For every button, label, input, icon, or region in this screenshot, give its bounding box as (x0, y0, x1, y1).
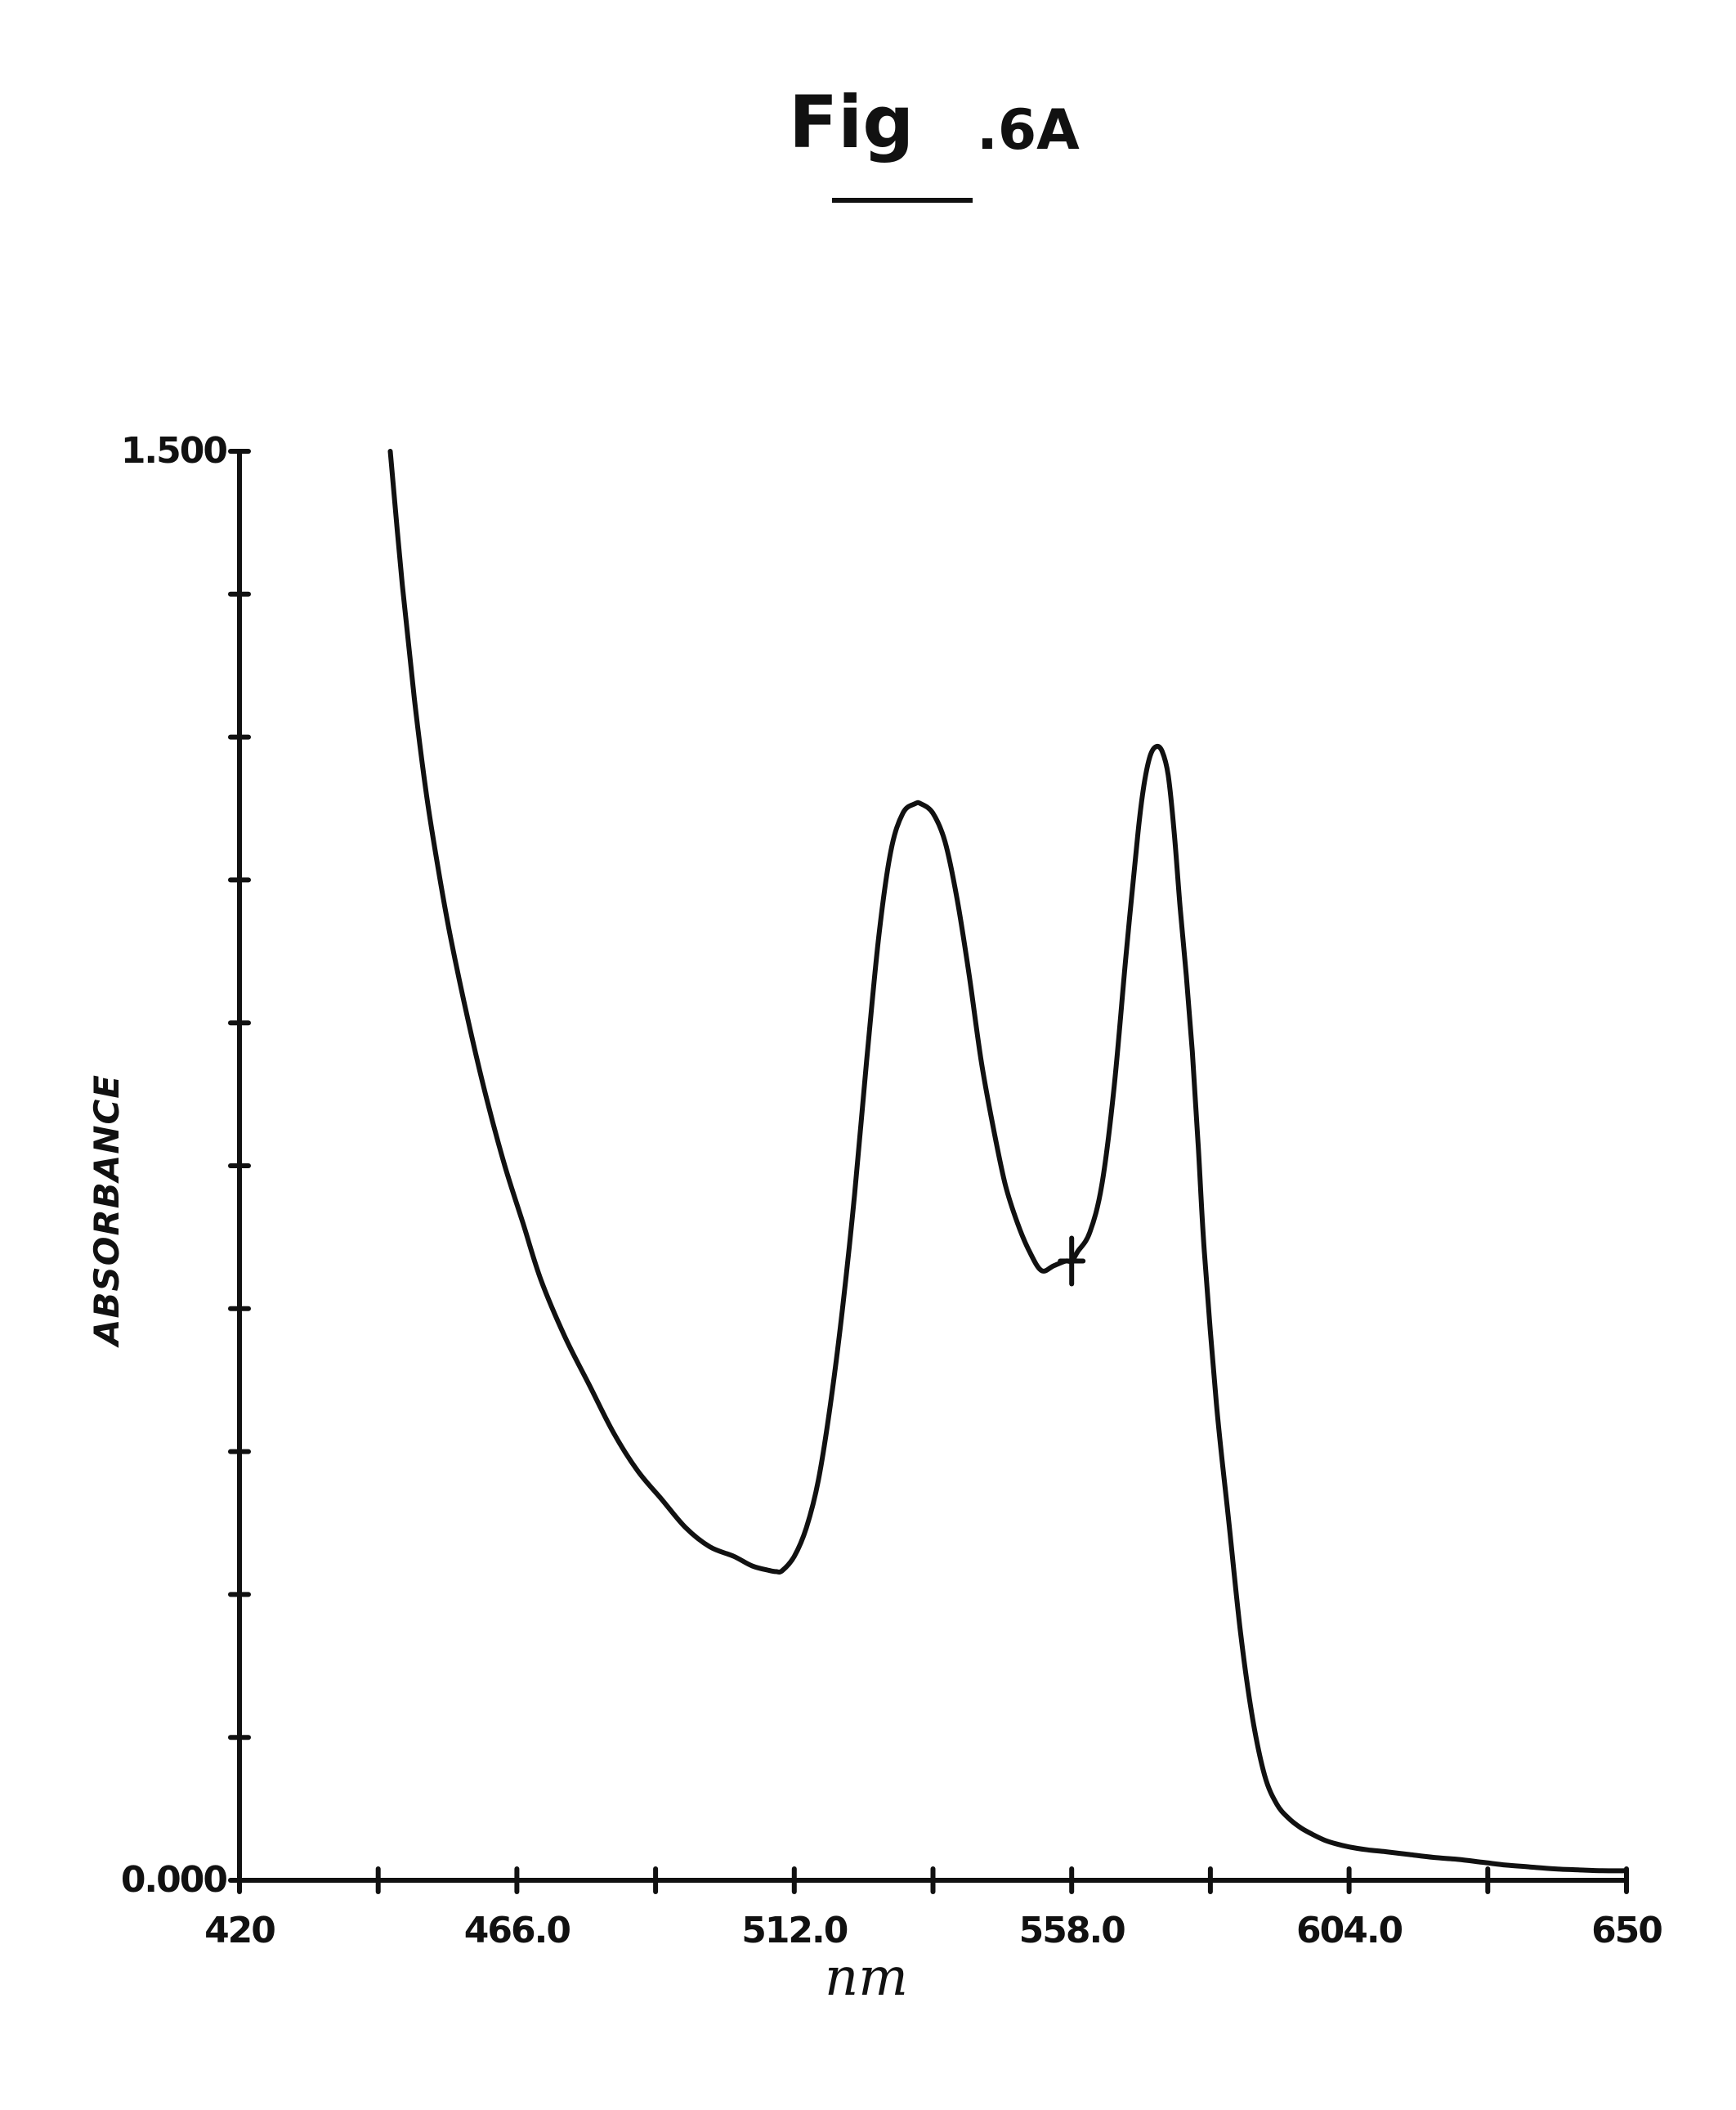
figure-title-suffix: .6A (977, 98, 1080, 163)
valley-marker (1060, 1239, 1083, 1284)
x-tick-label-0: 420 (204, 1910, 275, 1951)
y-axis-tick-labels: 0.000 1.500 (121, 430, 227, 1901)
x-tick-label-1: 466.0 (464, 1910, 570, 1951)
figure-title-main: Fig (789, 80, 914, 164)
x-axis-tick-labels: 420 466.0 512.0 558.0 604.0 650 (204, 1910, 1662, 1951)
x-axis-label: nm (825, 1947, 908, 2008)
y-tick-label-0: 0.000 (121, 1859, 227, 1901)
absorbance-series-line (391, 451, 1627, 1870)
x-tick-label-4: 604.0 (1296, 1910, 1403, 1951)
y-axis-label: ABSORBANCE (87, 1074, 127, 1348)
x-tick-label-3: 558.0 (1019, 1910, 1125, 1951)
y-tick-label-1: 1.500 (121, 430, 227, 472)
x-tick-label-5: 650 (1591, 1910, 1662, 1951)
x-tick-label-2: 512.0 (741, 1910, 848, 1951)
figure-title: Fig .6A (789, 80, 1080, 200)
